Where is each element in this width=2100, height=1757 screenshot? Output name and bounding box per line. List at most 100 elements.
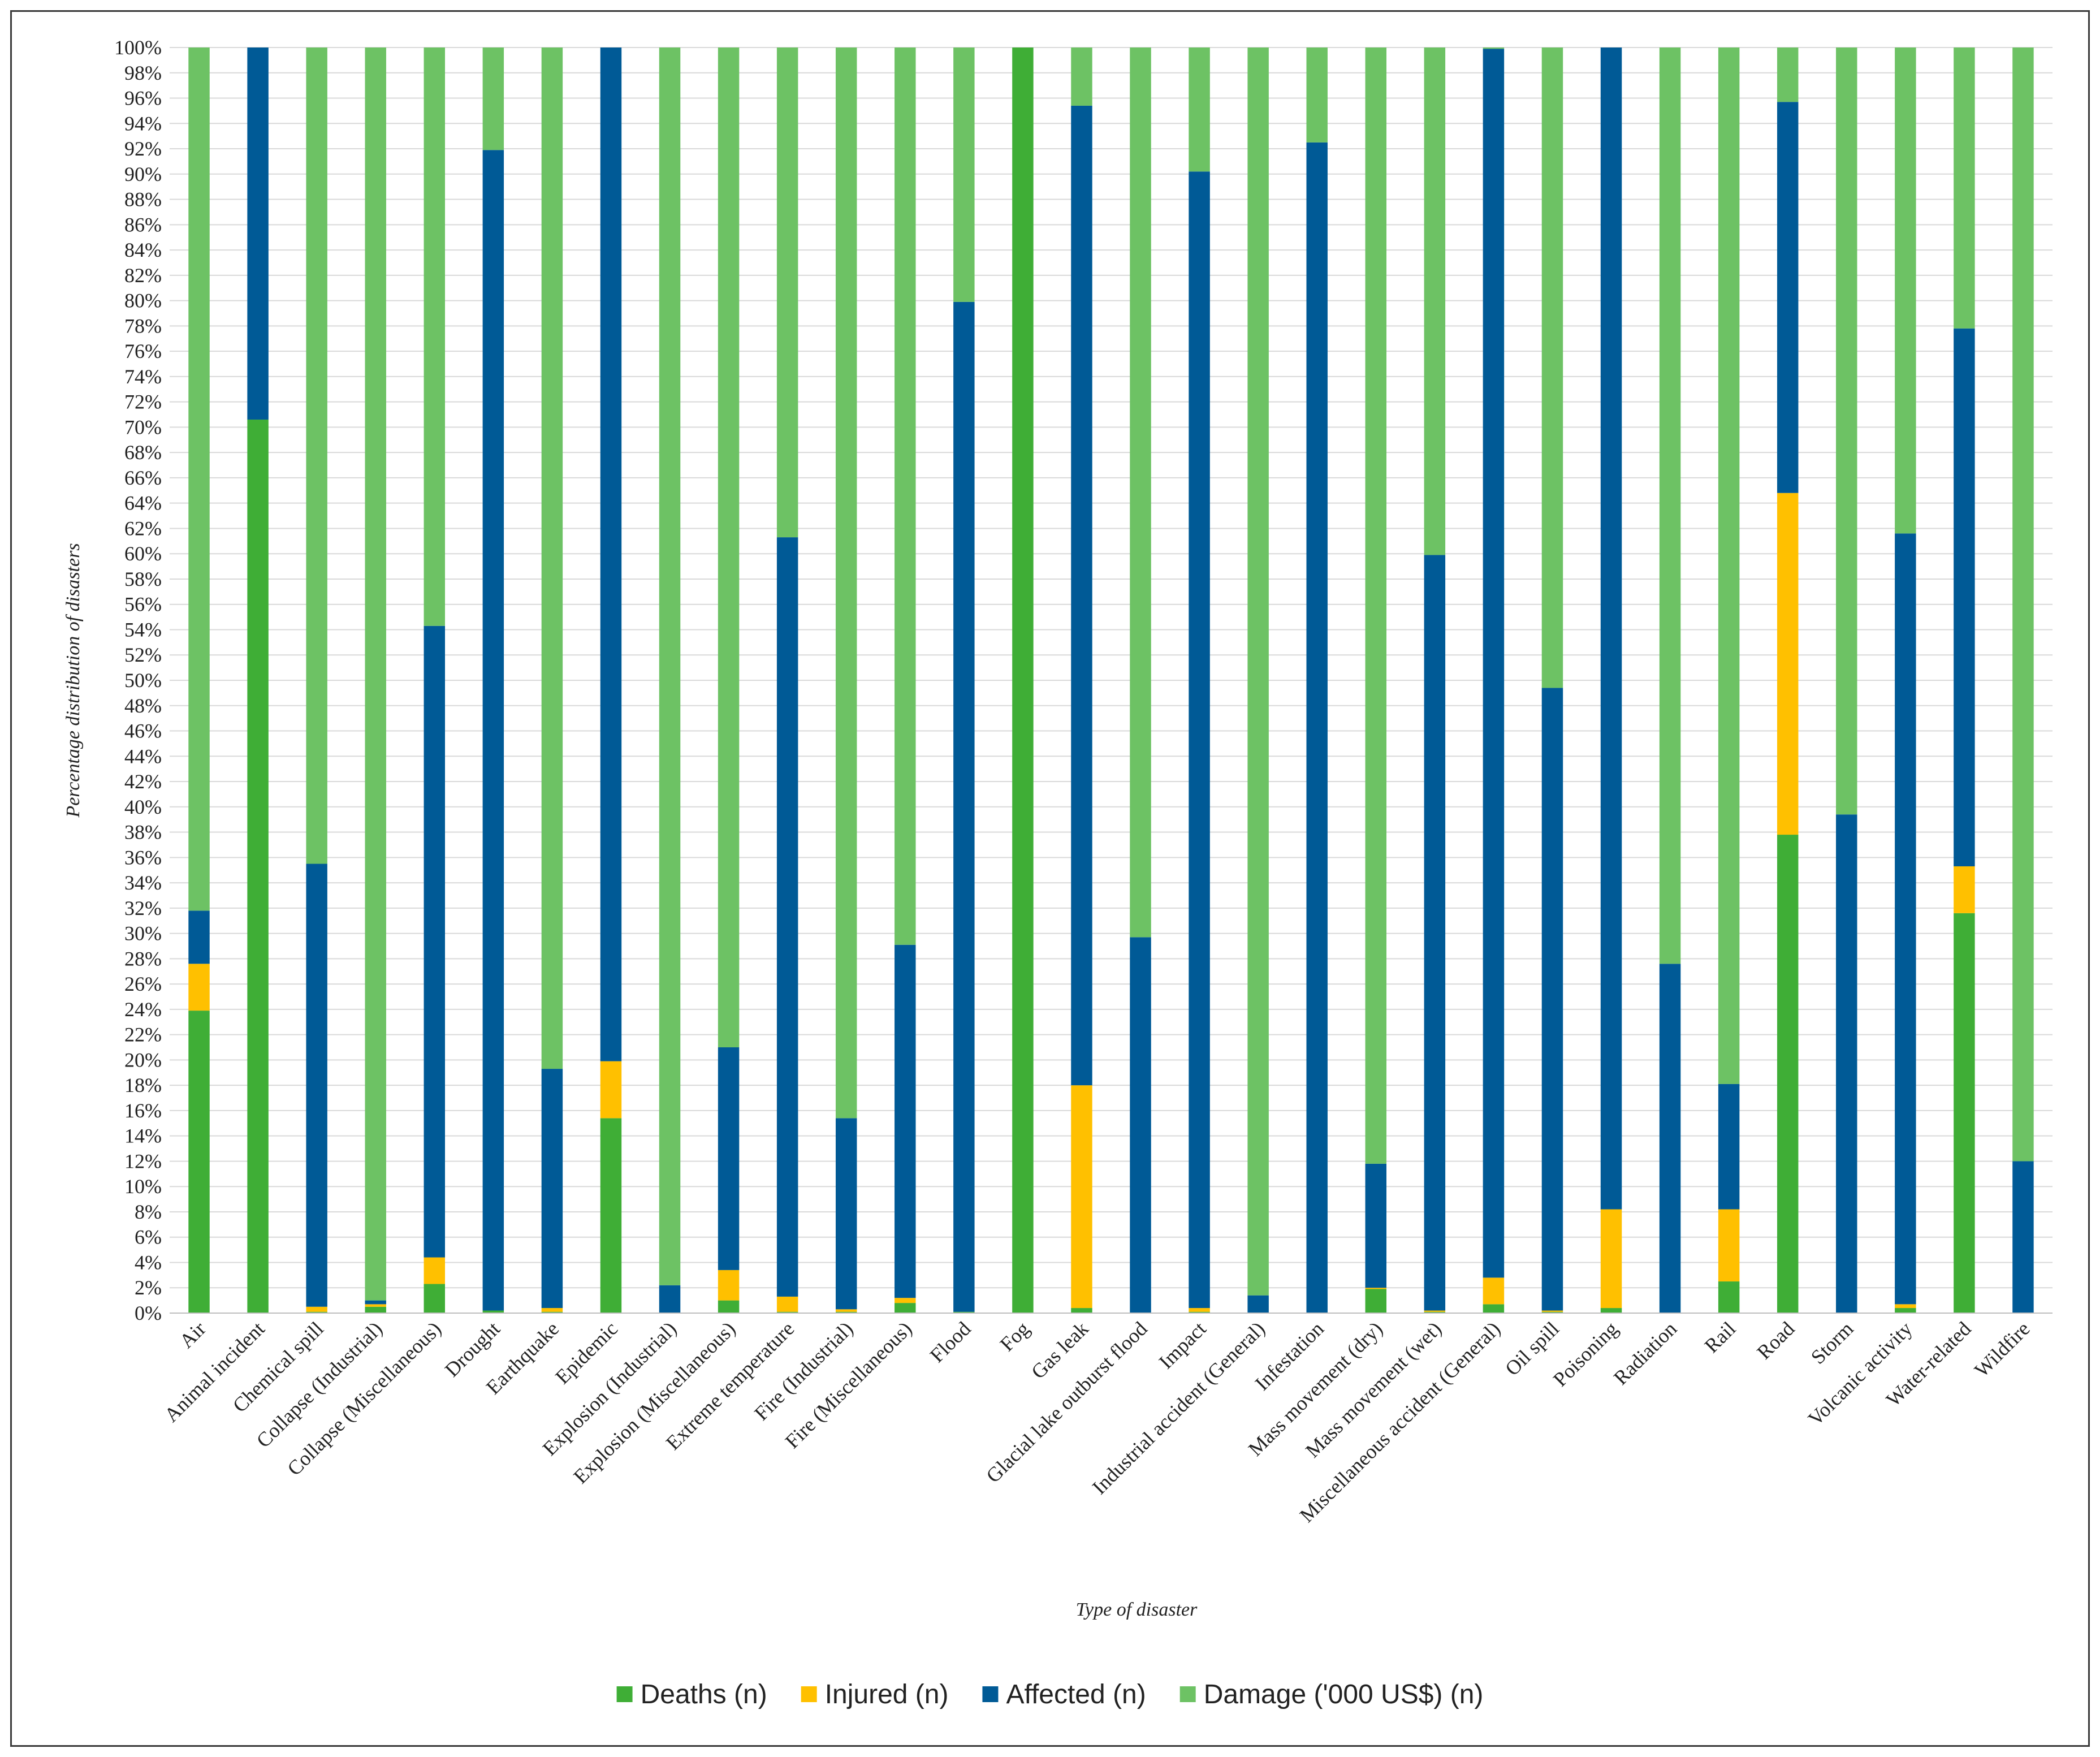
bar-stack [1247,48,1269,1313]
bar-segment-damage [541,48,563,1069]
y-tick-label: 96% [124,87,162,110]
bar-stack [718,48,740,1313]
y-axis-title: Percentage distribution of disasters [63,543,84,818]
legend: Deaths (n) Injured (n) Affected (n) Damage … [616,1680,1483,1709]
bar-segment-injured [188,964,210,1011]
y-tick-label: 90% [124,163,162,185]
bar-segment-affected [188,910,210,964]
bar-stack [188,48,210,1313]
legend-label: Injured (n) [825,1680,949,1709]
bar-segment-affected [2012,1161,2034,1313]
bar-segment-injured [1424,1310,1446,1312]
bar-segment-injured [1895,1304,1916,1309]
bar-segment-injured [718,1270,740,1301]
bar-segment-affected [1071,105,1092,1086]
bar-segment-affected [835,1118,857,1310]
bar-segment-deaths [1954,913,1975,1313]
bar-segment-injured [1189,1308,1210,1312]
bar-segment-deaths [1189,1311,1210,1313]
legend-swatch [982,1686,999,1702]
bar-segment-injured [1777,493,1799,835]
bar-segment-deaths [776,1311,798,1313]
y-tick-label: 36% [124,846,162,869]
y-tick-label: 22% [124,1024,162,1046]
bar-segment-deaths [1071,1308,1092,1313]
y-tick-label: 70% [124,416,162,438]
bar-segment-damage [659,48,681,1285]
y-tick-label: 48% [124,694,162,717]
bar-segment-deaths [424,1284,446,1313]
bar-segment-deaths [1012,48,1034,1313]
bar-segment-affected [1130,937,1151,1313]
bar-segment-injured [1718,1209,1740,1282]
x-tick-label: Road [1752,1317,1799,1363]
bar-segment-deaths [1718,1281,1740,1313]
bar-stack [1777,48,1799,1313]
y-tick-label: 0% [135,1302,162,1324]
y-tick-label: 84% [124,239,162,261]
legend-item: Affected (n) [982,1680,1146,1709]
bar-segment-deaths [600,1118,622,1313]
legend-item: Damage ('000 US$) (n) [1179,1680,1483,1709]
bar-segment-deaths [1895,1308,1916,1313]
y-tick-label: 78% [124,314,162,337]
y-tick-label: 24% [124,998,162,1021]
y-tick-label: 28% [124,947,162,970]
bar-segment-damage [306,48,327,864]
bar-segment-affected [1483,49,1505,1278]
y-tick-label: 72% [124,391,162,413]
bar-segment-affected [247,48,269,420]
bar-stack [1718,48,1740,1313]
bar-stacks [188,48,2034,1314]
y-tick-label: 6% [135,1226,162,1249]
bar-segment-damage [1247,48,1269,1296]
bar-segment-affected [1895,533,1916,1305]
x-tick-label: Animal incident [160,1317,269,1426]
bar-segment-injured [1483,1277,1505,1305]
bar-segment-damage [1130,48,1151,938]
figure-frame [10,10,2090,1747]
bar-segment-damage [895,48,916,945]
y-tick-label: 94% [124,112,162,135]
bar-segment-injured [424,1257,446,1284]
bar-segment-damage [1189,48,1210,172]
bar-segment-deaths [365,1306,386,1313]
bar-segment-affected [1365,1163,1387,1288]
bar-segment-damage [953,48,975,302]
bar-segment-affected [365,1300,386,1305]
bar-segment-deaths [718,1300,740,1313]
y-tick-label: 16% [124,1099,162,1122]
y-tick-label: 58% [124,568,162,590]
bar-segment-deaths [247,419,269,1314]
bar-segment-damage [718,48,740,1048]
bar-segment-deaths [895,1303,916,1313]
bar-segment-affected [424,625,446,1258]
y-tick-label: 10% [124,1175,162,1198]
bar-segment-damage [1836,48,1857,815]
legend-label: Deaths (n) [641,1680,767,1709]
bar-stack [1012,48,1034,1313]
bar-stack [1895,48,1916,1313]
bar-segment-affected [1659,964,1681,1313]
y-tick-label: 68% [124,441,162,464]
bar-segment-affected [1189,171,1210,1309]
bar-segment-affected [776,537,798,1297]
bar-segment-deaths [953,1311,975,1313]
bar-stack [1600,48,1622,1313]
bar-segment-injured [365,1304,386,1307]
x-tick-label: Fog [996,1317,1034,1355]
bar-segment-damage [1718,48,1740,1084]
bar-stack [1483,48,1505,1313]
y-tick-label: 50% [124,669,162,692]
bar-segment-affected [600,48,622,1061]
y-tick-label: 38% [124,821,162,844]
legend-item: Deaths (n) [616,1680,767,1709]
y-tick-label: 4% [135,1251,162,1273]
y-tick-label: 26% [124,973,162,995]
y-gridlines [170,47,2053,1314]
bar-segment-deaths [541,1311,563,1313]
bar-segment-affected [659,1285,681,1313]
y-tick-label: 32% [124,897,162,919]
bar-segment-damage [1424,48,1446,555]
